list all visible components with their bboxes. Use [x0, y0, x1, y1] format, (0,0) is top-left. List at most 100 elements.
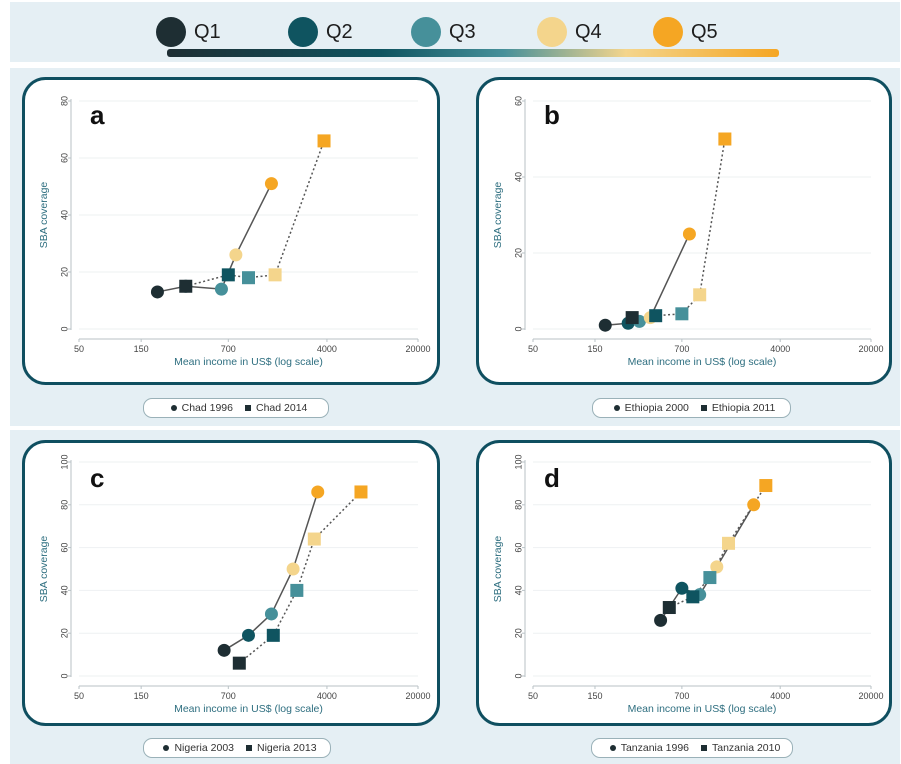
circle-data-point	[217, 643, 231, 657]
legend-label-q2: Q2	[326, 20, 353, 43]
square-marker-icon	[700, 405, 707, 411]
square-data-point	[354, 485, 368, 499]
panel-frame	[22, 440, 440, 726]
series-legend-b: Ethiopia 2000 Ethiopia 2011	[592, 398, 791, 418]
y-tick-label: 80	[59, 96, 69, 106]
x-axis-title: Mean income in US$ (log scale)	[174, 703, 323, 715]
y-axis-title: SBA coverage	[492, 182, 504, 249]
q2-swatch-icon	[288, 17, 318, 47]
x-axis-title: Mean income in US$ (log scale)	[628, 703, 777, 715]
series-label: Tanzania 1996	[620, 742, 689, 754]
panel-label: d	[544, 463, 560, 493]
x-tick-label: 4000	[770, 691, 790, 701]
y-tick-label: 20	[59, 267, 69, 277]
square-data-point	[232, 656, 246, 670]
square-data-point	[179, 279, 193, 293]
series-legend-d: Tanzania 1996 Tanzania 2010	[591, 738, 793, 758]
x-tick-label: 700	[674, 344, 689, 354]
series-label: Chad 1996	[181, 402, 233, 414]
legend-label-q4: Q4	[575, 20, 602, 43]
circle-data-point	[710, 560, 724, 574]
q4-swatch-icon	[537, 17, 567, 47]
y-tick-label: 100	[59, 454, 69, 469]
circle-marker-icon	[609, 745, 616, 751]
square-marker-icon	[245, 405, 251, 411]
x-tick-label: 4000	[770, 344, 790, 354]
y-axis-title: SBA coverage	[38, 536, 50, 603]
q3-swatch-icon	[411, 17, 441, 47]
circle-marker-icon	[613, 405, 620, 411]
series-legend-c: Nigeria 2003 Nigeria 2013	[143, 738, 331, 758]
y-axis-title: SBA coverage	[492, 536, 504, 603]
y-axis-title: SBA coverage	[38, 182, 50, 249]
y-tick-label: 60	[59, 543, 69, 553]
legend-label-q5: Q5	[691, 20, 718, 43]
legend-item-q3: Q3	[411, 17, 476, 47]
x-tick-label: 50	[528, 691, 538, 701]
square-data-point	[290, 583, 304, 597]
y-tick-label: 0	[59, 326, 69, 331]
square-data-point	[317, 134, 331, 148]
x-axis-title: Mean income in US$ (log scale)	[174, 356, 323, 368]
quintile-legend-bar: Q1 Q2 Q3 Q4 Q5	[10, 2, 900, 62]
legend-item-q5: Q5	[653, 17, 718, 47]
square-marker-icon	[246, 745, 252, 751]
x-tick-label: 50	[74, 344, 84, 354]
square-data-point	[625, 311, 639, 325]
y-tick-label: 40	[59, 585, 69, 595]
circle-data-point	[286, 562, 300, 576]
chart-panel-b: 0 20 40 60 50 150 700 4000 20000 Mean income in U…	[476, 77, 892, 385]
series-label: Chad 2014	[256, 402, 308, 414]
x-tick-label: 50	[528, 344, 538, 354]
y-tick-label: 40	[59, 210, 69, 220]
circle-data-point	[264, 177, 278, 191]
legend-label-q1: Q1	[194, 20, 221, 43]
square-data-point	[266, 628, 280, 642]
x-tick-label: 20000	[405, 344, 430, 354]
circle-data-point	[747, 498, 761, 512]
x-tick-label: 150	[134, 691, 149, 701]
circle-data-point	[598, 318, 612, 332]
quintile-gradient-bar	[167, 49, 779, 57]
legend-label-q3: Q3	[449, 20, 476, 43]
q5-swatch-icon	[653, 17, 683, 47]
x-tick-label: 4000	[317, 344, 337, 354]
square-data-point	[759, 479, 773, 493]
x-tick-label: 20000	[858, 691, 883, 701]
legend-item-q1: Q1	[156, 17, 221, 47]
square-data-point	[686, 590, 700, 604]
x-tick-label: 700	[674, 691, 689, 701]
circle-marker-icon	[163, 745, 170, 751]
y-tick-label: 20	[513, 248, 523, 258]
x-tick-label: 150	[134, 344, 149, 354]
square-data-point	[718, 132, 732, 146]
square-marker-icon	[701, 745, 707, 751]
y-tick-label: 60	[513, 543, 523, 553]
panel-label: b	[544, 100, 560, 130]
circle-data-point	[242, 628, 255, 642]
legend-item-q4: Q4	[537, 17, 602, 47]
y-tick-label: 60	[513, 96, 523, 106]
q1-swatch-icon	[156, 17, 186, 47]
circle-data-point	[682, 227, 696, 241]
x-axis-title: Mean income in US$ (log scale)	[628, 356, 777, 368]
y-tick-label: 40	[513, 172, 523, 182]
chart-panel-a: 0 20 40 60 80 50 150 700 4000 20000 Mean income in…	[22, 77, 440, 385]
x-tick-label: 700	[221, 344, 236, 354]
series-label: Ethiopia 2011	[711, 402, 776, 414]
y-tick-label: 0	[513, 326, 523, 331]
square-data-point	[649, 309, 663, 323]
square-data-point	[693, 288, 707, 302]
circle-data-point	[675, 581, 689, 595]
series-label: Nigeria 2003	[174, 742, 234, 754]
circle-data-point	[150, 285, 164, 299]
y-tick-label: 0	[59, 673, 69, 678]
y-tick-label: 20	[513, 628, 523, 638]
panel-label: c	[90, 463, 104, 493]
y-tick-label: 40	[513, 585, 523, 595]
square-data-point	[675, 307, 689, 321]
square-data-point	[242, 271, 255, 285]
series-label: Ethiopia 2000	[624, 402, 689, 414]
panel-label: a	[90, 100, 105, 130]
circle-data-point	[229, 248, 243, 262]
